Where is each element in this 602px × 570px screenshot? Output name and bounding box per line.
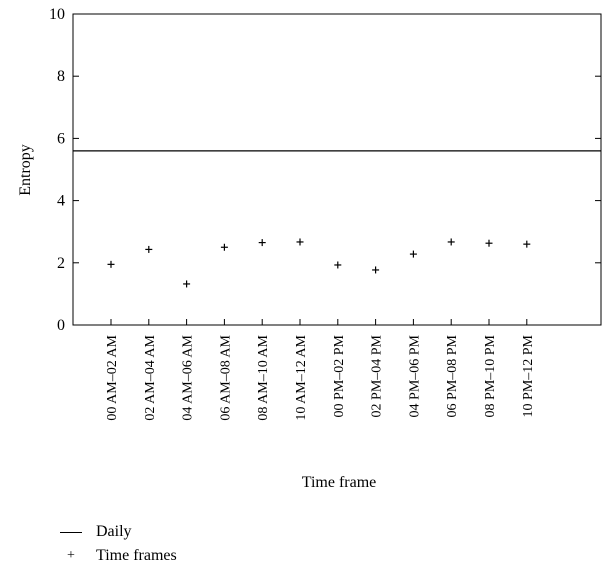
- y-tick-label-4: 4: [57, 193, 65, 210]
- legend: Daily + Time frames: [60, 520, 177, 568]
- data-point-1: [145, 245, 153, 253]
- x-tick-label-9: 06 PM–08 PM: [445, 334, 460, 417]
- data-point-4: [258, 239, 266, 247]
- legend-item-time-frames: + Time frames: [60, 544, 177, 568]
- y-tick-label-2: 2: [57, 255, 65, 272]
- x-tick-label-6: 00 PM–02 PM: [332, 334, 347, 417]
- y-tick-label-8: 8: [57, 68, 65, 85]
- data-point-6: [334, 261, 342, 269]
- data-point-7: [372, 266, 380, 274]
- legend-plus-symbol: +: [67, 548, 75, 563]
- x-axis-label: Time frame: [302, 474, 377, 491]
- x-tick-label-7: 02 PM–04 PM: [370, 334, 385, 417]
- legend-label-daily: Daily: [96, 523, 132, 540]
- data-point-2: [183, 280, 191, 288]
- legend-line-symbol: [60, 531, 82, 533]
- data-point-8: [409, 250, 417, 258]
- data-point-0: [107, 260, 115, 268]
- scatter-chart: 0 2 4 6 8 10 00 AM–02 AM 02 AM–04 AM 04 AM–06 AM…: [17, 6, 602, 491]
- x-tick-label-11: 10 PM–12 PM: [521, 334, 536, 417]
- data-point-3: [220, 243, 228, 251]
- legend-label-time-frames: Time frames: [96, 547, 177, 564]
- legend-item-daily: Daily: [60, 520, 177, 544]
- plot-area: 0 2 4 6 8 10 00 AM–02 AM 02 AM–04 AM 04 AM–06 AM…: [49, 6, 602, 421]
- x-tick-label-1: 02 AM–04 AM: [143, 334, 158, 420]
- x-tick-label-3: 06 AM–08 AM: [218, 334, 233, 420]
- x-tick-label-0: 00 AM–02 AM: [105, 334, 120, 420]
- x-tick-label-8: 04 PM–06 PM: [407, 334, 422, 417]
- data-point-10: [485, 239, 493, 247]
- data-point-5: [296, 238, 304, 246]
- x-tick-label-2: 04 AM–06 AM: [181, 334, 196, 420]
- y-tick-label-0: 0: [57, 317, 65, 334]
- data-point-9: [447, 238, 455, 246]
- y-axis-label: Entropy: [17, 144, 34, 196]
- x-tick-label-10: 08 PM–10 PM: [483, 334, 498, 417]
- x-tick-label-5: 10 AM–12 AM: [294, 334, 309, 420]
- x-tick-label-4: 08 AM–10 AM: [256, 334, 271, 420]
- y-tick-label-10: 10: [49, 6, 65, 23]
- plot-frame: [72, 13, 602, 326]
- data-point-11: [523, 240, 531, 248]
- y-tick-label-6: 6: [57, 130, 65, 147]
